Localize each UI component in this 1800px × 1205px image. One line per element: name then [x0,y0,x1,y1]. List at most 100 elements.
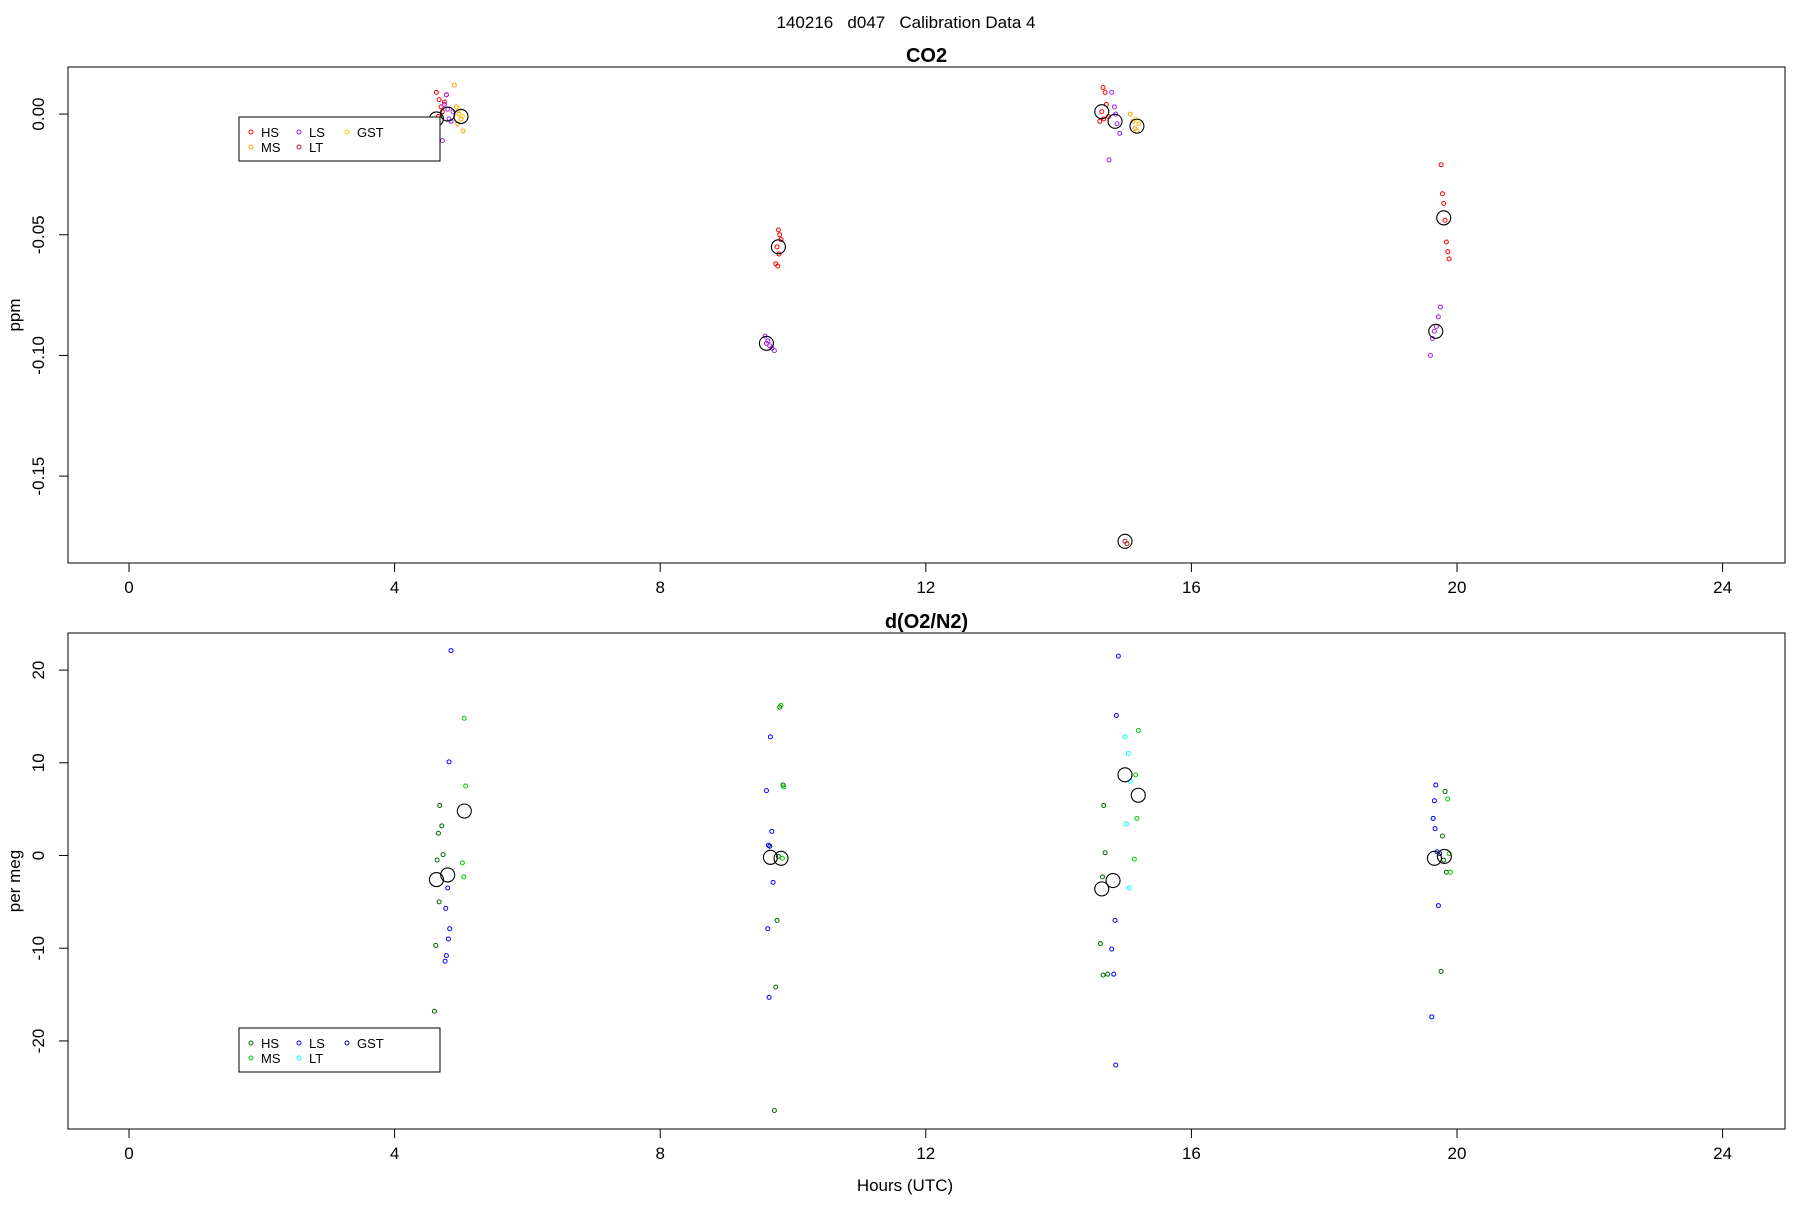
data-point [766,994,772,1000]
data-point [1431,328,1437,334]
data-point [1126,885,1132,891]
data-point [443,92,449,98]
x-tick-label: 24 [1713,578,1732,597]
chart-panel-2: d(O2/N2) 0 4 8 12 16 20 24 20 10 0 -10 -20 per meg HSM… [5,611,1786,1163]
data-point [1432,826,1438,832]
data-point [1099,874,1105,880]
data-point [1117,130,1123,136]
mean-point [1094,104,1110,120]
data-point [763,788,769,794]
mean-point [1107,113,1123,129]
data-point [463,783,469,789]
series-ms [459,702,1453,880]
data-point [1112,917,1118,923]
data-point [433,942,439,948]
data-point [1430,815,1436,821]
legend-label: LS [309,1036,325,1051]
series-ms [451,82,1142,134]
x-tick-label: 12 [916,1144,935,1163]
data-point [456,111,462,117]
data-point [774,244,780,250]
data-point [1447,869,1453,875]
data-point [1441,857,1447,863]
data-point [1439,191,1445,197]
x-tick-label: 0 [124,578,133,597]
mean-point [762,849,778,865]
legend-label: MS [261,140,281,155]
series-gst [456,106,1139,122]
data-point [767,843,773,849]
x-axis: 0 4 8 12 16 20 24 [124,1128,1732,1163]
data-point [1134,815,1140,821]
data-point [433,89,439,95]
data-point [446,759,452,765]
data-point [771,1107,777,1113]
legend-label: LT [309,1051,323,1066]
data-point [1446,256,1452,262]
data-point [1122,734,1128,740]
data-point [1102,850,1108,856]
data-point [459,113,465,119]
data-point [1443,239,1449,245]
mean-point [770,239,786,255]
x-axis-label: Hours (UTC) [857,1176,953,1195]
data-point [763,340,769,346]
data-point [451,82,457,88]
data-point [775,853,781,859]
mean-point [1428,323,1444,339]
mean-point [1117,533,1133,549]
data-point [459,860,465,866]
data-point [436,899,442,905]
data-point [1438,968,1444,974]
data-point [765,926,771,932]
data-point [1100,85,1106,91]
data-point [1106,157,1112,163]
data-point [438,104,444,110]
mean-point [1117,767,1133,783]
data-point [453,104,459,110]
data-point [434,857,440,863]
y-axis: 20 10 0 -10 -20 [29,661,68,1054]
data-point [767,734,773,740]
legend-marker [248,129,254,135]
legend-box [238,1027,441,1073]
mean-point [1129,118,1145,134]
data-point [1100,972,1106,978]
data-point [443,905,449,911]
data-point [1109,946,1115,952]
data-point [1438,162,1444,168]
y-tick-label: -20 [29,1029,48,1054]
series-lt [1122,734,1133,891]
x-tick-label: 16 [1182,578,1201,597]
data-point [437,802,443,808]
data-point [1130,118,1136,124]
data-point [1105,971,1111,977]
data-point [458,116,464,122]
legend-marker [296,1040,302,1046]
legend-marker [296,1055,302,1061]
legend-label: HS [261,125,279,140]
data-point [775,227,781,233]
data-point [1427,352,1433,358]
data-point [1127,111,1133,117]
data-point [436,97,442,103]
y-tick-label: -0.10 [29,336,48,375]
mean-point [773,850,789,866]
series-lt [1122,538,1130,547]
mean-point [428,872,444,888]
legend-box [238,116,441,162]
x-tick-label: 16 [1182,1144,1201,1163]
mean-point [456,803,472,819]
data-point [773,984,779,990]
data-point [439,823,445,829]
x-tick-label: 8 [655,1144,664,1163]
data-point [460,128,466,134]
y-tick-label: -10 [29,936,48,961]
y-tick-label: 20 [29,661,48,680]
data-point [1124,541,1130,547]
x-tick-label: 0 [124,1144,133,1163]
data-point [1097,941,1103,947]
data-point [1429,1014,1435,1020]
